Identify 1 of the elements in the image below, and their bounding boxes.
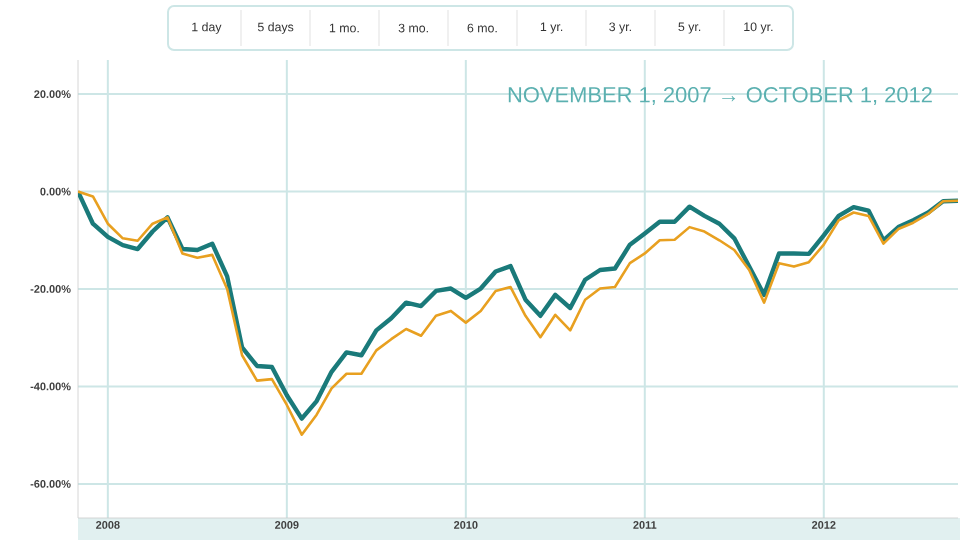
annotation: NOVEMBER 1, 2007 → OCTOBER 1, 2012 [508, 86, 932, 106]
